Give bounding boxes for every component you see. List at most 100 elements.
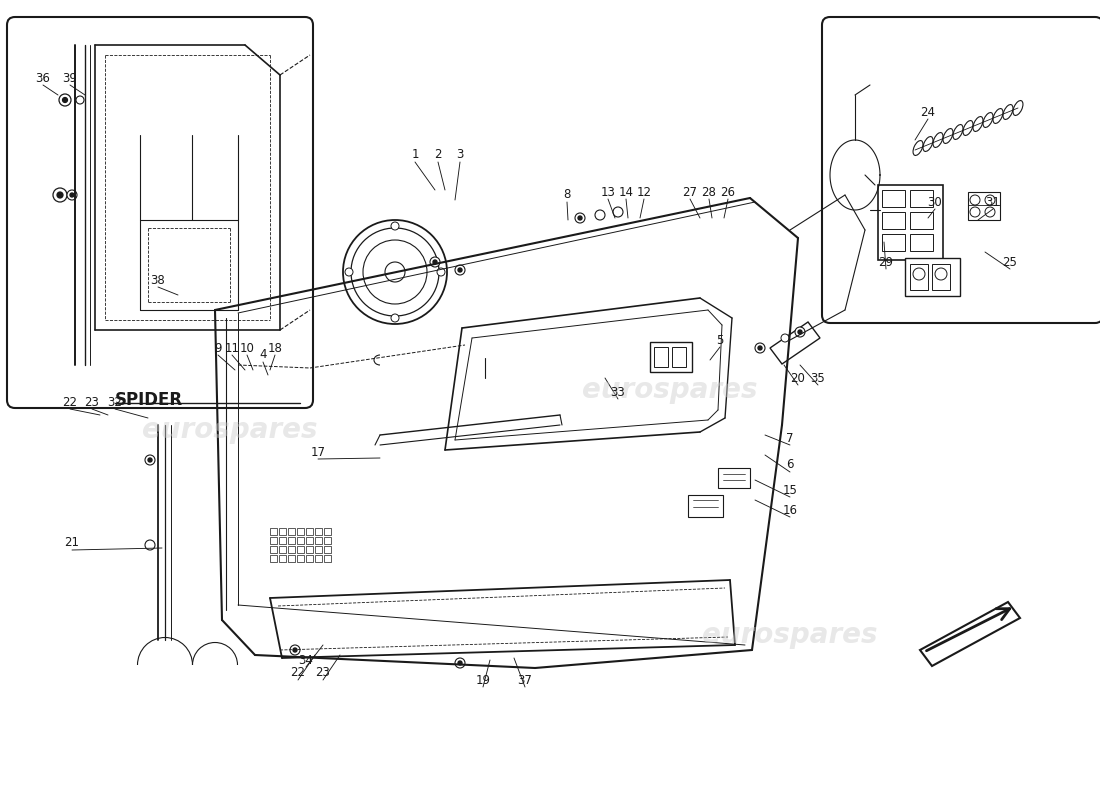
Polygon shape	[770, 322, 820, 364]
Text: 12: 12	[637, 186, 651, 198]
Bar	[882, 234, 905, 251]
Text: 11: 11	[224, 342, 240, 354]
Text: 5: 5	[716, 334, 724, 346]
Bar	[270, 537, 277, 544]
Bar	[882, 190, 905, 207]
Bar	[288, 528, 295, 535]
Bar	[315, 555, 322, 562]
Text: 4: 4	[260, 349, 266, 362]
Circle shape	[290, 645, 300, 655]
Bar	[910, 190, 933, 207]
Bar	[270, 528, 277, 535]
Bar	[288, 555, 295, 562]
Text: 21: 21	[65, 537, 79, 550]
Circle shape	[63, 98, 67, 102]
Bar	[306, 537, 313, 544]
Circle shape	[390, 314, 399, 322]
Circle shape	[795, 327, 805, 337]
Text: 22: 22	[63, 395, 77, 409]
Bar	[306, 528, 313, 535]
Circle shape	[145, 455, 155, 465]
Circle shape	[970, 195, 980, 205]
Circle shape	[145, 540, 155, 550]
Text: 37: 37	[518, 674, 532, 686]
Bar	[297, 528, 304, 535]
Circle shape	[455, 658, 465, 668]
Text: 6: 6	[786, 458, 794, 471]
Circle shape	[67, 190, 77, 200]
Circle shape	[984, 207, 996, 217]
Circle shape	[433, 260, 437, 264]
Circle shape	[755, 343, 764, 353]
Bar	[324, 555, 331, 562]
Ellipse shape	[993, 109, 1003, 123]
Bar	[718, 468, 750, 488]
Text: eurospares: eurospares	[582, 376, 758, 404]
Bar	[279, 555, 286, 562]
Bar	[279, 528, 286, 535]
Bar	[270, 546, 277, 553]
Text: 15: 15	[782, 483, 797, 497]
Circle shape	[351, 228, 439, 316]
Circle shape	[293, 648, 297, 652]
Circle shape	[148, 458, 152, 462]
Ellipse shape	[933, 133, 943, 147]
Circle shape	[758, 346, 762, 350]
Text: SPIDER: SPIDER	[116, 391, 183, 409]
Bar	[297, 537, 304, 544]
Circle shape	[455, 265, 465, 275]
Bar	[288, 537, 295, 544]
Circle shape	[76, 96, 84, 104]
Text: 33: 33	[610, 386, 626, 398]
Text: 17: 17	[310, 446, 326, 458]
Bar	[297, 546, 304, 553]
Circle shape	[53, 188, 67, 202]
Circle shape	[57, 192, 63, 198]
Text: 29: 29	[879, 255, 893, 269]
Ellipse shape	[953, 125, 962, 139]
Bar	[306, 555, 313, 562]
Bar	[297, 555, 304, 562]
Circle shape	[363, 240, 427, 304]
Text: 19: 19	[475, 674, 491, 686]
Text: 23: 23	[316, 666, 330, 679]
Text: 28: 28	[702, 186, 716, 198]
Text: 16: 16	[782, 503, 797, 517]
Text: 7: 7	[786, 431, 794, 445]
Circle shape	[913, 268, 925, 280]
Text: 27: 27	[682, 186, 697, 198]
Text: 14: 14	[618, 186, 634, 198]
Bar	[910, 234, 933, 251]
Text: 35: 35	[811, 371, 825, 385]
Bar	[672, 347, 686, 367]
Text: 23: 23	[85, 395, 99, 409]
Text: 39: 39	[63, 71, 77, 85]
Bar	[279, 537, 286, 544]
Bar	[905, 258, 960, 296]
Circle shape	[595, 210, 605, 220]
Text: 31: 31	[986, 195, 1000, 209]
Ellipse shape	[974, 117, 983, 131]
FancyBboxPatch shape	[822, 17, 1100, 323]
Circle shape	[613, 207, 623, 217]
Bar	[910, 212, 933, 229]
Circle shape	[59, 94, 72, 106]
Circle shape	[798, 330, 802, 334]
Bar	[968, 192, 1000, 220]
FancyBboxPatch shape	[7, 17, 314, 408]
Bar	[315, 537, 322, 544]
Text: 36: 36	[35, 71, 51, 85]
Circle shape	[578, 216, 582, 220]
Polygon shape	[920, 602, 1020, 666]
Bar	[932, 264, 950, 290]
Text: 26: 26	[720, 186, 736, 198]
Text: 24: 24	[921, 106, 935, 118]
Ellipse shape	[1003, 105, 1013, 119]
Ellipse shape	[1013, 101, 1023, 115]
Text: 18: 18	[267, 342, 283, 354]
Circle shape	[970, 207, 980, 217]
Circle shape	[458, 661, 462, 665]
Text: 25: 25	[1002, 255, 1018, 269]
Bar	[279, 546, 286, 553]
Bar	[324, 537, 331, 544]
